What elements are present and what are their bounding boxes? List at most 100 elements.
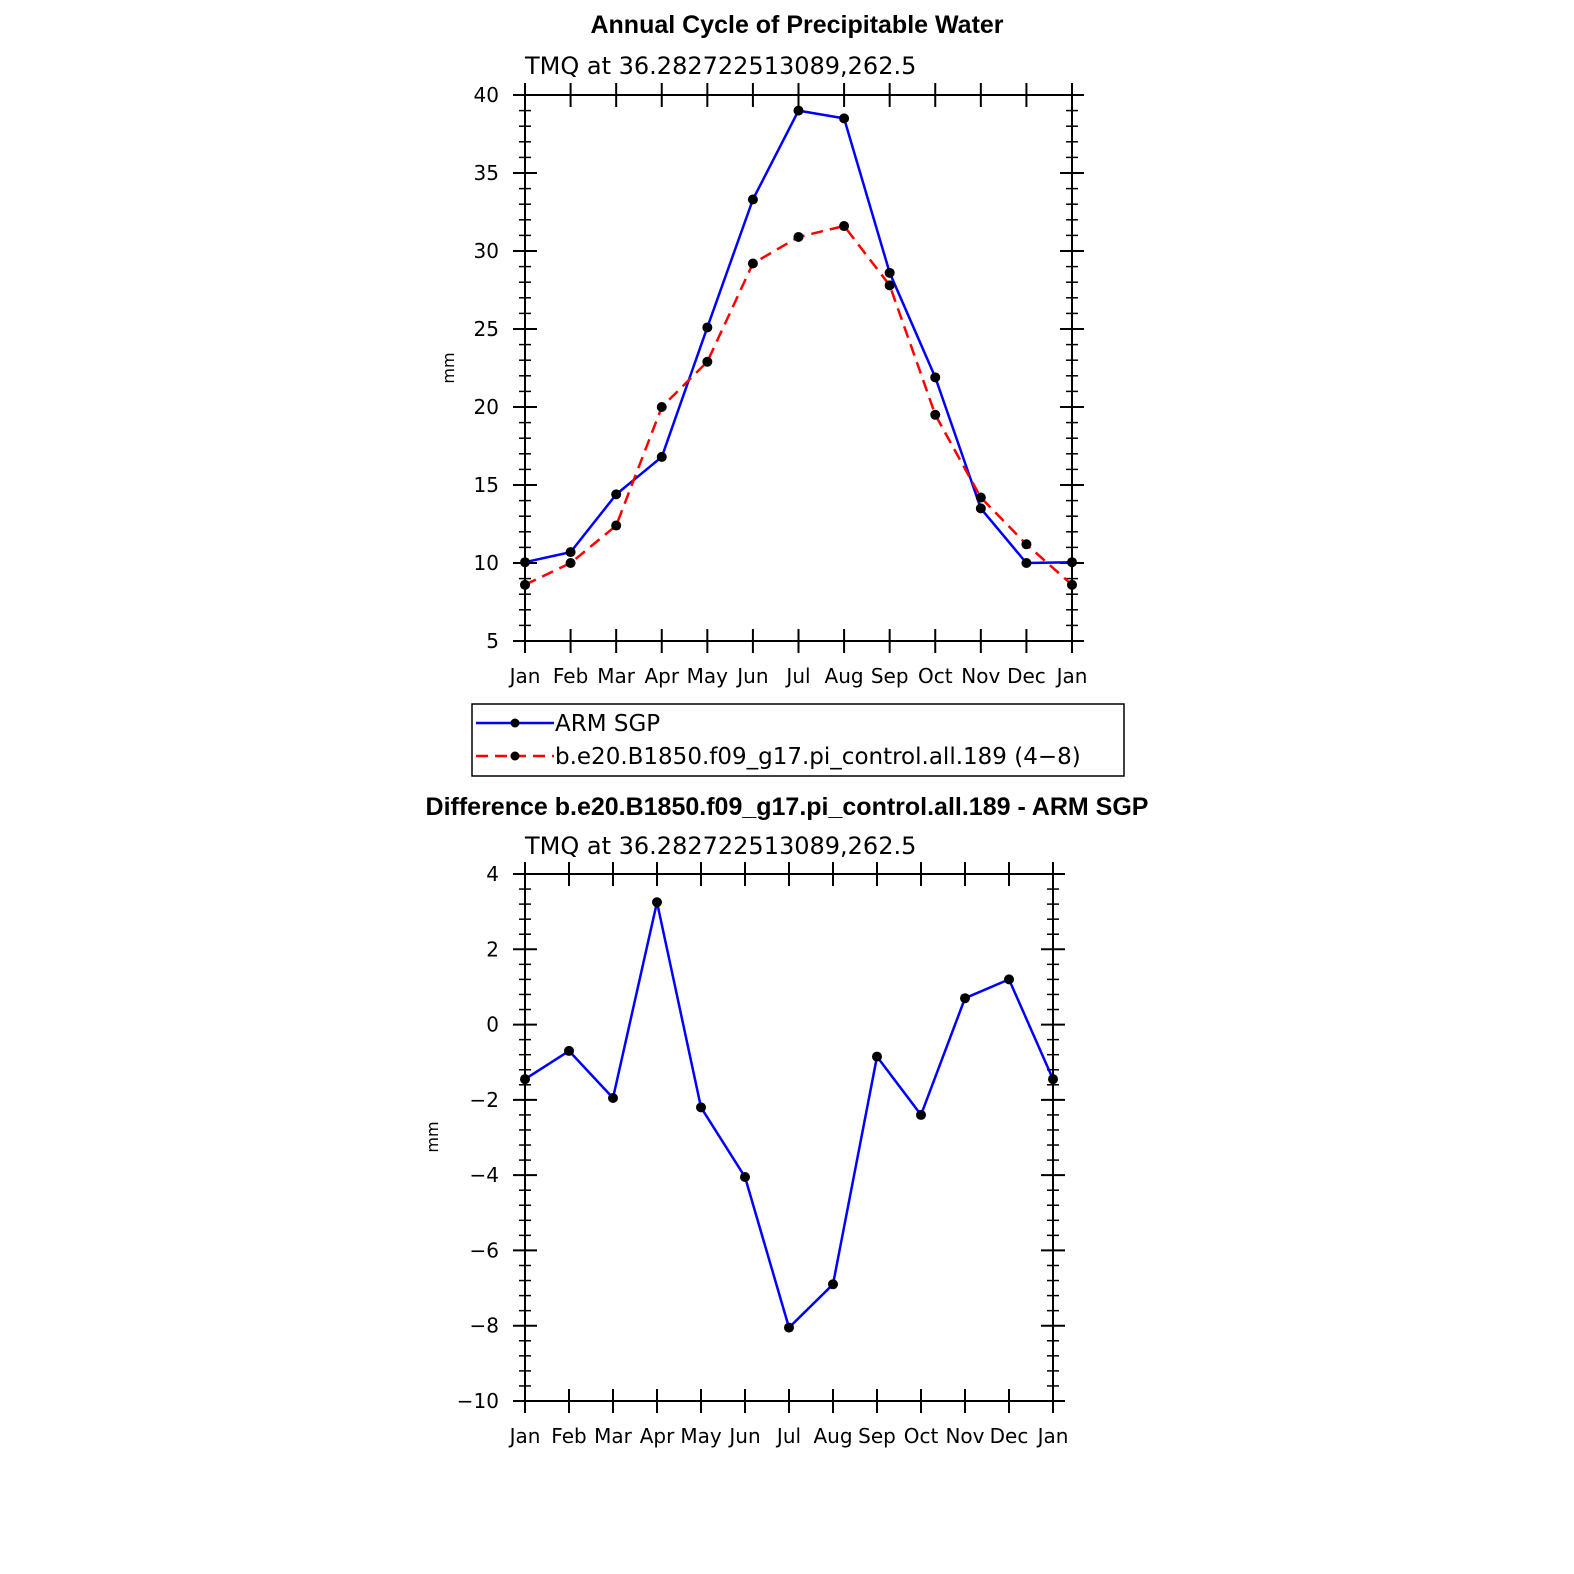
x-tick-label: May — [680, 1424, 722, 1448]
data-point — [520, 1074, 530, 1085]
x-tick-label: May — [687, 664, 729, 688]
data-point — [652, 897, 662, 908]
data-point — [784, 1322, 794, 1333]
series-line — [524, 109, 1073, 565]
data-point — [747, 194, 758, 205]
legend: ARM SGP b.e20.B1850.f09_g17.pi_control.a… — [471, 703, 1125, 777]
x-tick-label: Apr — [644, 664, 679, 688]
x-tick-label: Sep — [858, 1424, 896, 1448]
plot-area: −10 −8 −6 −4 −2 0 2 4 Jan Feb Mar Apr May Jun Jul Aug Se… — [457, 862, 1069, 1448]
data-point — [565, 558, 576, 568]
x-tick-label: Jul — [775, 1424, 801, 1448]
x-tick-label: Feb — [553, 664, 588, 688]
data-point — [696, 1102, 706, 1113]
data-point — [1021, 539, 1032, 550]
x-tick-label: Nov — [945, 1424, 984, 1448]
data-point — [916, 1109, 926, 1120]
data-point — [564, 1045, 574, 1056]
data-point — [1021, 558, 1032, 568]
x-tick-label: Jan — [508, 664, 541, 688]
legend-entry-model: b.e20.B1850.f09_g17.pi_control.all.189 (… — [476, 744, 1081, 770]
x-tick-label: Dec — [990, 1424, 1029, 1448]
data-point — [930, 372, 941, 383]
data-point — [793, 231, 804, 242]
data-point — [740, 1172, 750, 1183]
series-line — [524, 900, 1055, 1329]
data-point — [839, 221, 850, 232]
legend-label-model: b.e20.B1850.f09_g17.pi_control.all.189 (… — [555, 744, 1081, 770]
y-tick-label: 40 — [474, 83, 499, 107]
data-point — [930, 409, 941, 420]
data-point — [611, 489, 622, 500]
chart-subtitle: TMQ at 36.282722513089,262.5 — [524, 832, 916, 860]
plot-area: 5 10 15 20 25 30 35 40 Jan Feb Mar Apr May Jun Jul Aug S… — [474, 83, 1088, 688]
y-tick-label: −4 — [470, 1163, 499, 1187]
legend-entry-arm-sgp: ARM SGP — [476, 711, 660, 737]
x-tick-label: Mar — [594, 1424, 633, 1448]
data-point — [702, 356, 713, 367]
data-point — [884, 280, 895, 291]
series-line — [524, 224, 1073, 586]
data-point — [702, 322, 713, 333]
data-point — [1004, 974, 1014, 985]
x-tick-label: Dec — [1007, 664, 1046, 688]
data-point — [747, 258, 758, 269]
x-tick-label: Jul — [784, 664, 810, 688]
data-point — [520, 557, 530, 568]
data-point — [565, 547, 576, 558]
legend-label-arm-sgp: ARM SGP — [555, 711, 660, 737]
x-tick-label: Aug — [813, 1424, 852, 1448]
chart-subtitle: TMQ at 36.282722513089,262.5 — [524, 52, 916, 80]
y-tick-label: −6 — [470, 1238, 499, 1262]
data-point — [884, 267, 895, 278]
y-tick-label: −8 — [470, 1314, 499, 1338]
data-point — [839, 113, 850, 124]
legend-marker-arm-sgp — [510, 718, 520, 728]
x-tick-label: Apr — [640, 1424, 675, 1448]
x-tick-label: Jan — [508, 1424, 541, 1448]
y-tick-label: −2 — [470, 1088, 499, 1112]
y-tick-label: 20 — [474, 395, 499, 419]
x-tick-label: Nov — [961, 664, 1000, 688]
chart-title: Difference b.e20.B1850.f09_g17.pi_contro… — [426, 793, 1149, 821]
data-point — [975, 492, 986, 503]
x-tick-label: Sep — [871, 664, 909, 688]
x-tick-label: Jun — [735, 664, 768, 688]
legend-frame — [471, 703, 1125, 777]
x-tick-label: Jun — [727, 1424, 760, 1448]
data-point — [611, 520, 622, 531]
data-point — [793, 105, 804, 116]
data-point — [656, 451, 667, 462]
data-point — [1067, 579, 1077, 590]
x-tick-label: Aug — [825, 664, 864, 688]
x-tick-label: Oct — [904, 1424, 939, 1448]
data-point — [1067, 557, 1077, 568]
plot-frame — [524, 873, 1054, 1402]
x-tick-label: Jan — [1036, 1424, 1069, 1448]
difference-chart: Difference b.e20.B1850.f09_g17.pi_contro… — [423, 793, 1148, 1448]
y-tick-label: 25 — [474, 317, 499, 341]
plot-frame — [524, 94, 1073, 642]
y-tick-label: 10 — [474, 551, 499, 575]
y-axis-label: mm — [439, 352, 458, 383]
data-point — [1048, 1074, 1058, 1085]
data-point — [828, 1279, 838, 1290]
data-point — [656, 402, 667, 412]
data-point — [960, 993, 970, 1004]
x-tick-label: Mar — [597, 664, 636, 688]
y-tick-label: 15 — [474, 473, 499, 497]
chart-title: Annual Cycle of Precipitable Water — [590, 11, 1003, 39]
y-tick-label: 0 — [486, 1013, 499, 1037]
y-tick-label: 5 — [486, 629, 499, 653]
y-tick-label: 30 — [474, 239, 499, 263]
y-tick-label: −10 — [457, 1389, 499, 1413]
legend-marker-model — [510, 751, 520, 761]
x-tick-label: Feb — [551, 1424, 586, 1448]
y-tick-label: 35 — [474, 161, 499, 185]
data-point — [975, 503, 986, 514]
data-point — [872, 1051, 882, 1062]
x-tick-label: Jan — [1055, 664, 1088, 688]
y-tick-label: 4 — [486, 862, 499, 886]
y-axis-label: mm — [423, 1121, 442, 1152]
